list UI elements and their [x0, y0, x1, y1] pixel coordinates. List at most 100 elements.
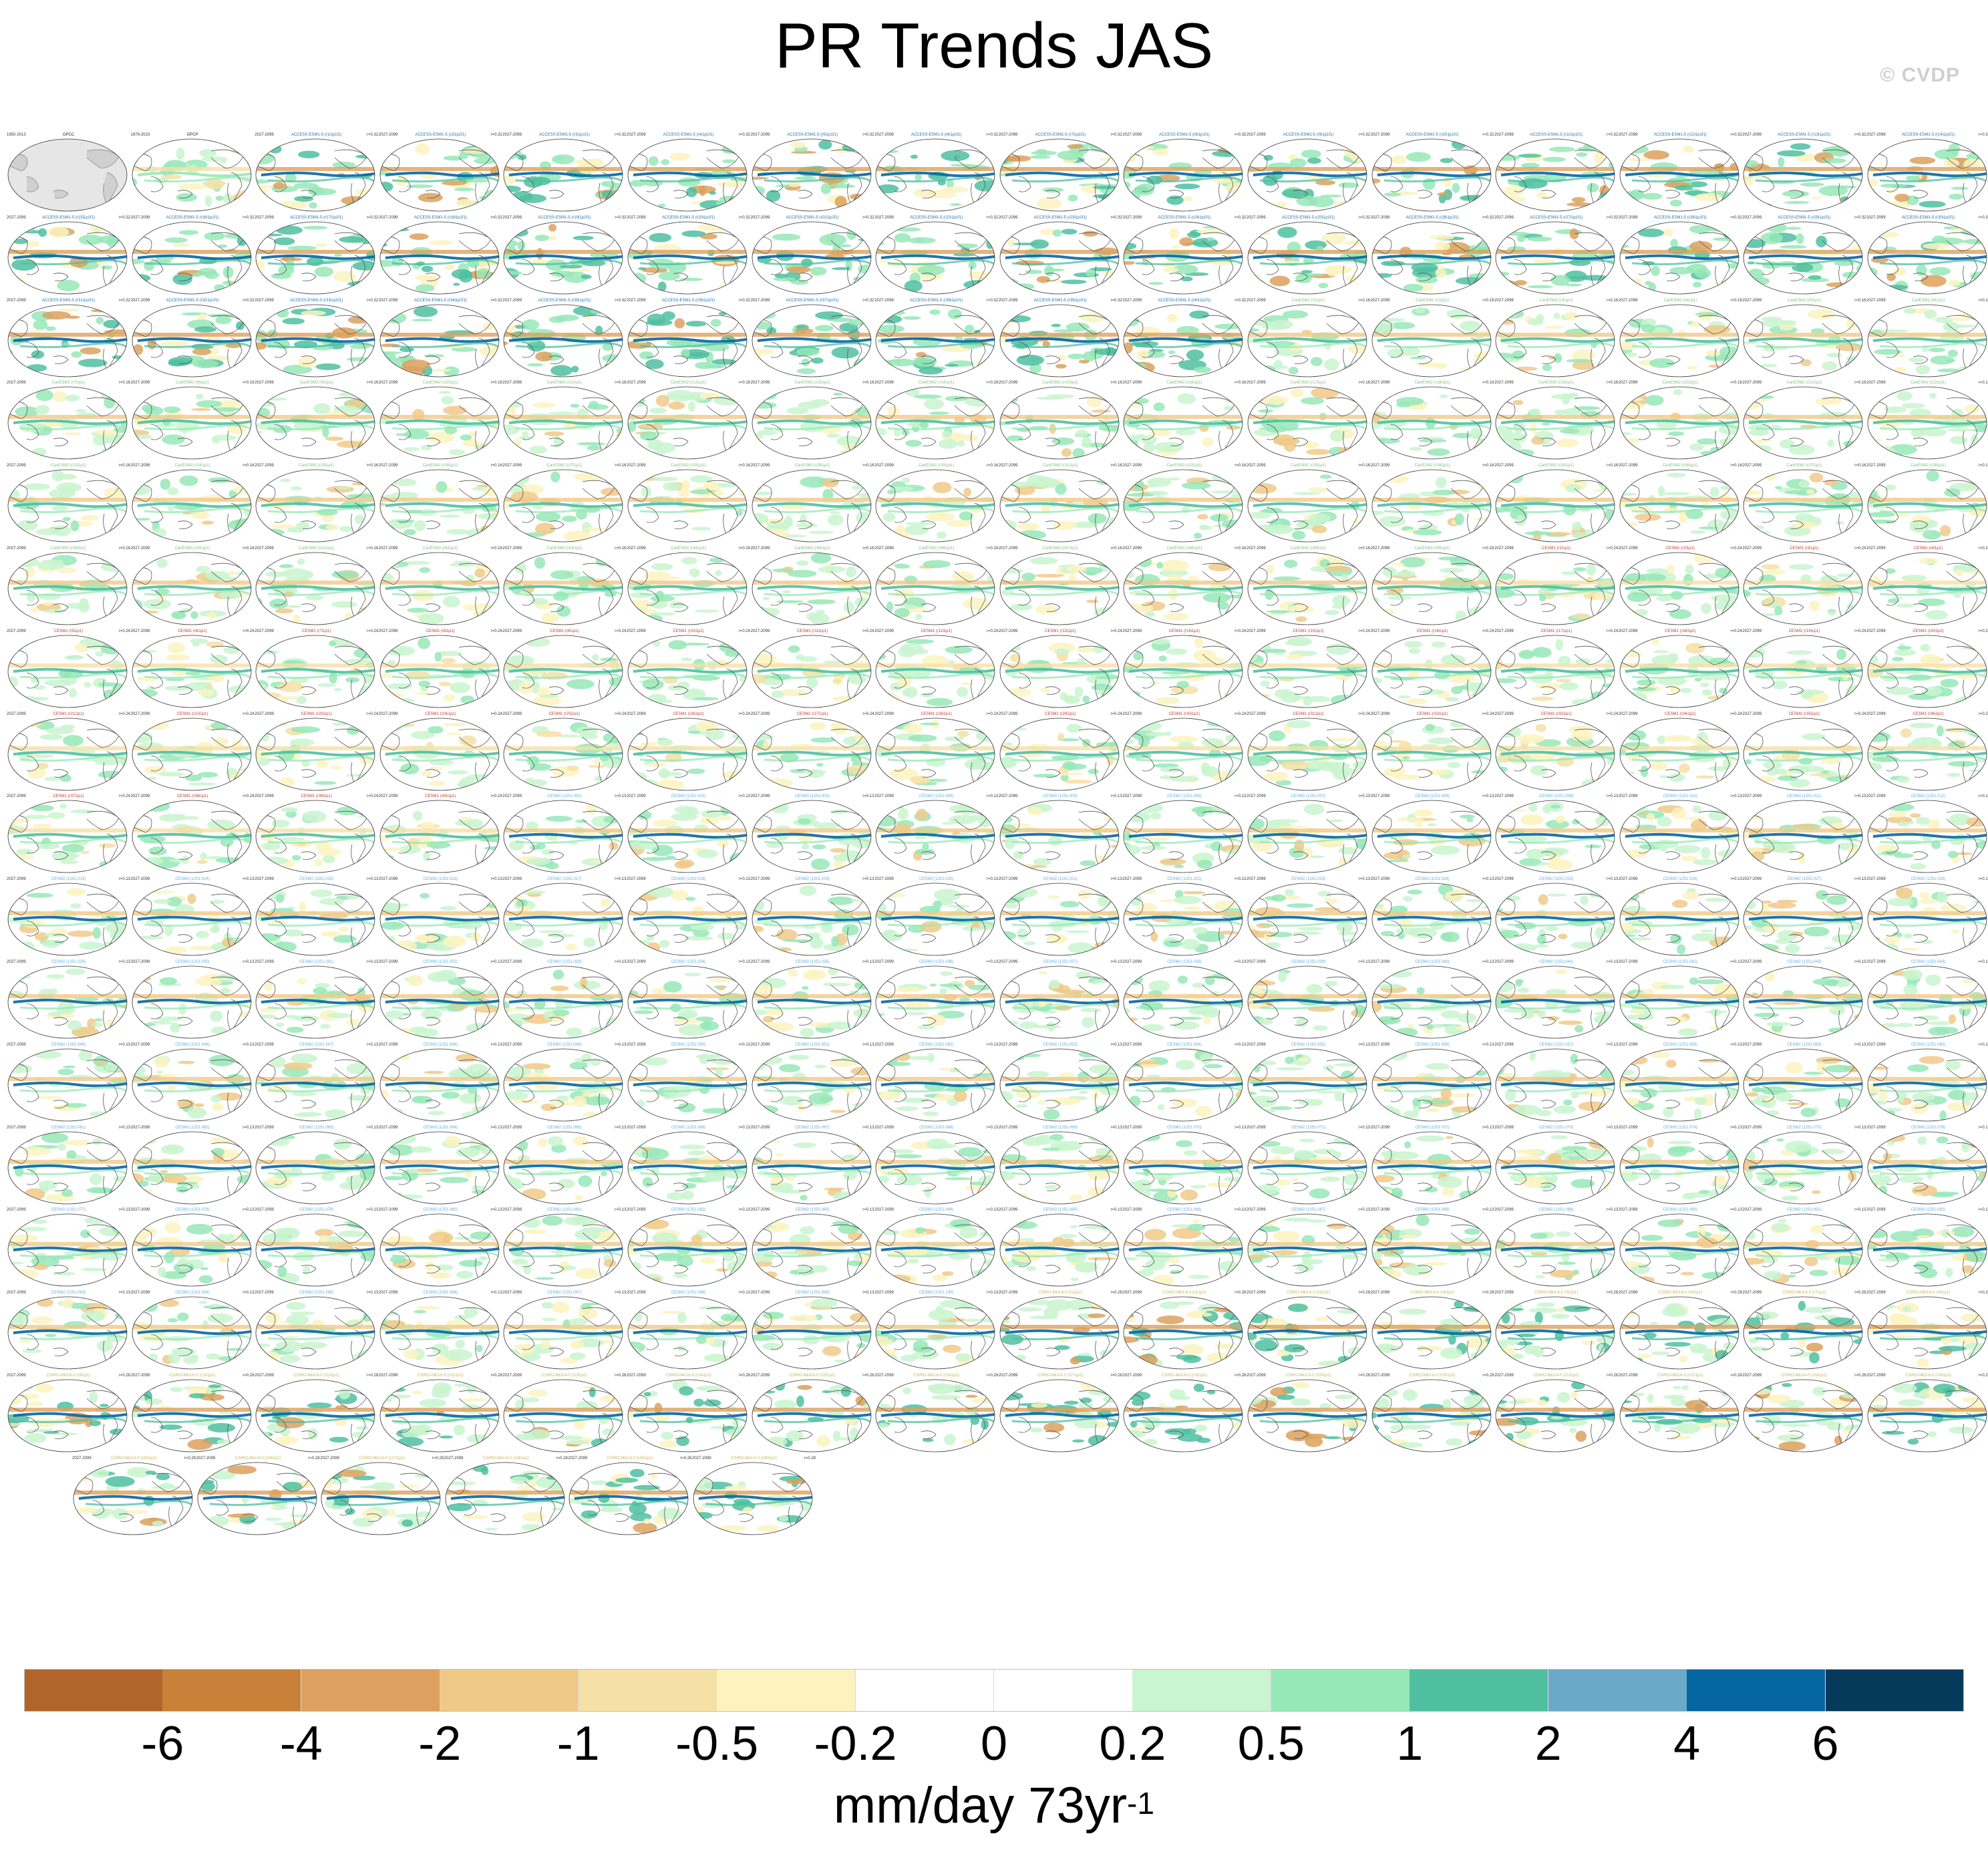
trend-blob: [1003, 742, 1013, 746]
panel-title: CanESM2 (r38i1p1): [1910, 464, 1947, 468]
trend-wet-band: [639, 424, 747, 431]
trend-wet-band: [391, 259, 499, 265]
map-panel: 2027-2099 CanESM2 (r3i1p1) r=0.16: [1494, 298, 1618, 381]
trend-blob: [345, 400, 367, 408]
trend-wet-band: [1129, 171, 1243, 178]
coastline: [706, 232, 739, 252]
trend-blob: [1692, 281, 1702, 288]
trend-blob: [667, 394, 693, 400]
trend-blob: [1060, 279, 1087, 285]
trend-blob: [1880, 183, 1908, 188]
panel-correlation: r=0.16: [1978, 464, 1988, 468]
coastline: [830, 149, 864, 169]
map-plot: [1247, 386, 1367, 460]
trend-blob: [876, 324, 905, 333]
trend-wet-band: [137, 337, 251, 343]
trend-blob: [315, 363, 341, 370]
trend-blob: [1564, 311, 1579, 321]
trend-blob: [63, 734, 84, 746]
trend-blob: [575, 158, 599, 165]
coastline: [583, 232, 615, 252]
map-panel: 2027-2099 CESM1 (r29i1p1) r=0.24: [999, 712, 1122, 794]
trend-blob: [657, 281, 667, 292]
trend-blob: [820, 183, 831, 194]
trend-blob: [1130, 189, 1141, 200]
trend-blob: [273, 182, 286, 190]
trend-blob: [1636, 679, 1656, 686]
map-border: [1743, 221, 1863, 295]
trend-blob: [681, 642, 710, 645]
trend-blob: [1158, 655, 1168, 661]
map-panel: 2027-2099 CESM1 (r1i1p1) r=0.24: [1494, 546, 1618, 629]
trend-blob: [929, 412, 950, 416]
map-plot: [1123, 635, 1243, 708]
trend-blob: [1248, 512, 1272, 519]
trend-blob: [403, 447, 420, 452]
panel-title: ACCESS-ESM1-5 (r7i1p1f1): [1035, 133, 1086, 137]
panel-period: 2027-2099: [7, 215, 26, 220]
map-plot: [875, 386, 995, 460]
trend-blob: [176, 148, 184, 160]
panel-period: 2027-2099: [502, 215, 522, 220]
trend-blob: [595, 776, 603, 782]
map-plot: [7, 635, 128, 708]
trend-blob: [1527, 236, 1552, 242]
coastline: [398, 424, 411, 440]
panel-correlation: r=0.24: [1730, 547, 1742, 551]
trend-blob: [1905, 175, 1921, 182]
trend-blob: [1834, 261, 1855, 266]
trend-blob: [1432, 490, 1454, 496]
trend-blob: [1483, 200, 1491, 209]
trend-blob: [1091, 684, 1114, 691]
coastline: [583, 149, 615, 169]
trend-blob: [1130, 361, 1156, 373]
trend-dry-band: [504, 332, 623, 337]
panel-period: 1979-2023: [130, 133, 150, 137]
panel-title: ACCESS-ESM1-5 (r33i1p1f1): [290, 298, 343, 303]
panel-correlation: r=0.16: [1358, 298, 1370, 303]
trend-blob: [541, 612, 559, 624]
coastline: [1466, 337, 1482, 371]
panel-title: CanESM2 (r50i1p1): [1414, 547, 1450, 551]
trend-blob: [57, 308, 80, 312]
trend-blob: [923, 560, 951, 569]
trend-blob: [1840, 196, 1850, 202]
map-plot: [1123, 138, 1243, 212]
map-panel: 2027-2099 CanESM2 (r4i1p1) r=0.16: [1619, 298, 1742, 381]
panel-title: ACCESS-ESM1-5 (r26i1p1f1): [1405, 215, 1459, 220]
trend-dry-band: [1868, 415, 1987, 420]
trend-blob: [1693, 553, 1713, 564]
trend-blob: [851, 485, 862, 490]
map-plot: [1867, 304, 1987, 377]
trend-blob: [504, 529, 512, 534]
trend-blob: [1780, 245, 1808, 249]
coastline: [1326, 398, 1359, 417]
trend-blob: [854, 730, 866, 742]
trend-blob: [1796, 233, 1804, 245]
trend-wet-band: [261, 420, 375, 426]
map-panel: 2027-2099 CanESM2 (r11i1p1) r=0.16: [502, 380, 626, 463]
map-panel: 2027-2099 CESM1 (r30i1p1) r=0.24: [1122, 712, 1246, 794]
map-panel: 2027-2099 CanESM2 (r31i1p1) r=0.16: [999, 463, 1122, 546]
map-panel: 2027-2099 CanESM2 (r23i1p1) r=0.16: [7, 463, 130, 546]
panel-title: CanESM2 (r32i1p1): [1166, 464, 1202, 468]
trend-blob: [172, 273, 192, 285]
trend-blob: [38, 228, 47, 237]
trend-blob: [118, 281, 126, 293]
panel-correlation: r=0.16: [490, 381, 502, 385]
panel-title: CESM1 (r24i1p1): [425, 712, 456, 716]
map-panel: 2027-2099 ACCESS-ESM1-5 (r10i1p1f1) r=0.32: [1371, 132, 1494, 215]
panel-title: CanESM2 (r43i1p1): [546, 547, 583, 551]
coastline: [1417, 438, 1433, 447]
trend-blob: [279, 564, 294, 569]
trend-blob: [488, 313, 499, 322]
coastline: [971, 255, 986, 288]
trend-blob: [628, 193, 635, 199]
trend-blob: [1133, 651, 1144, 661]
trend-blob: [504, 139, 522, 150]
trend-blob: [1474, 446, 1482, 454]
trend-blob: [646, 319, 673, 326]
coastline: [1018, 341, 1031, 358]
panel-title: CESM1 (r10i1p1): [673, 629, 704, 633]
trend-blob: [1410, 356, 1427, 359]
